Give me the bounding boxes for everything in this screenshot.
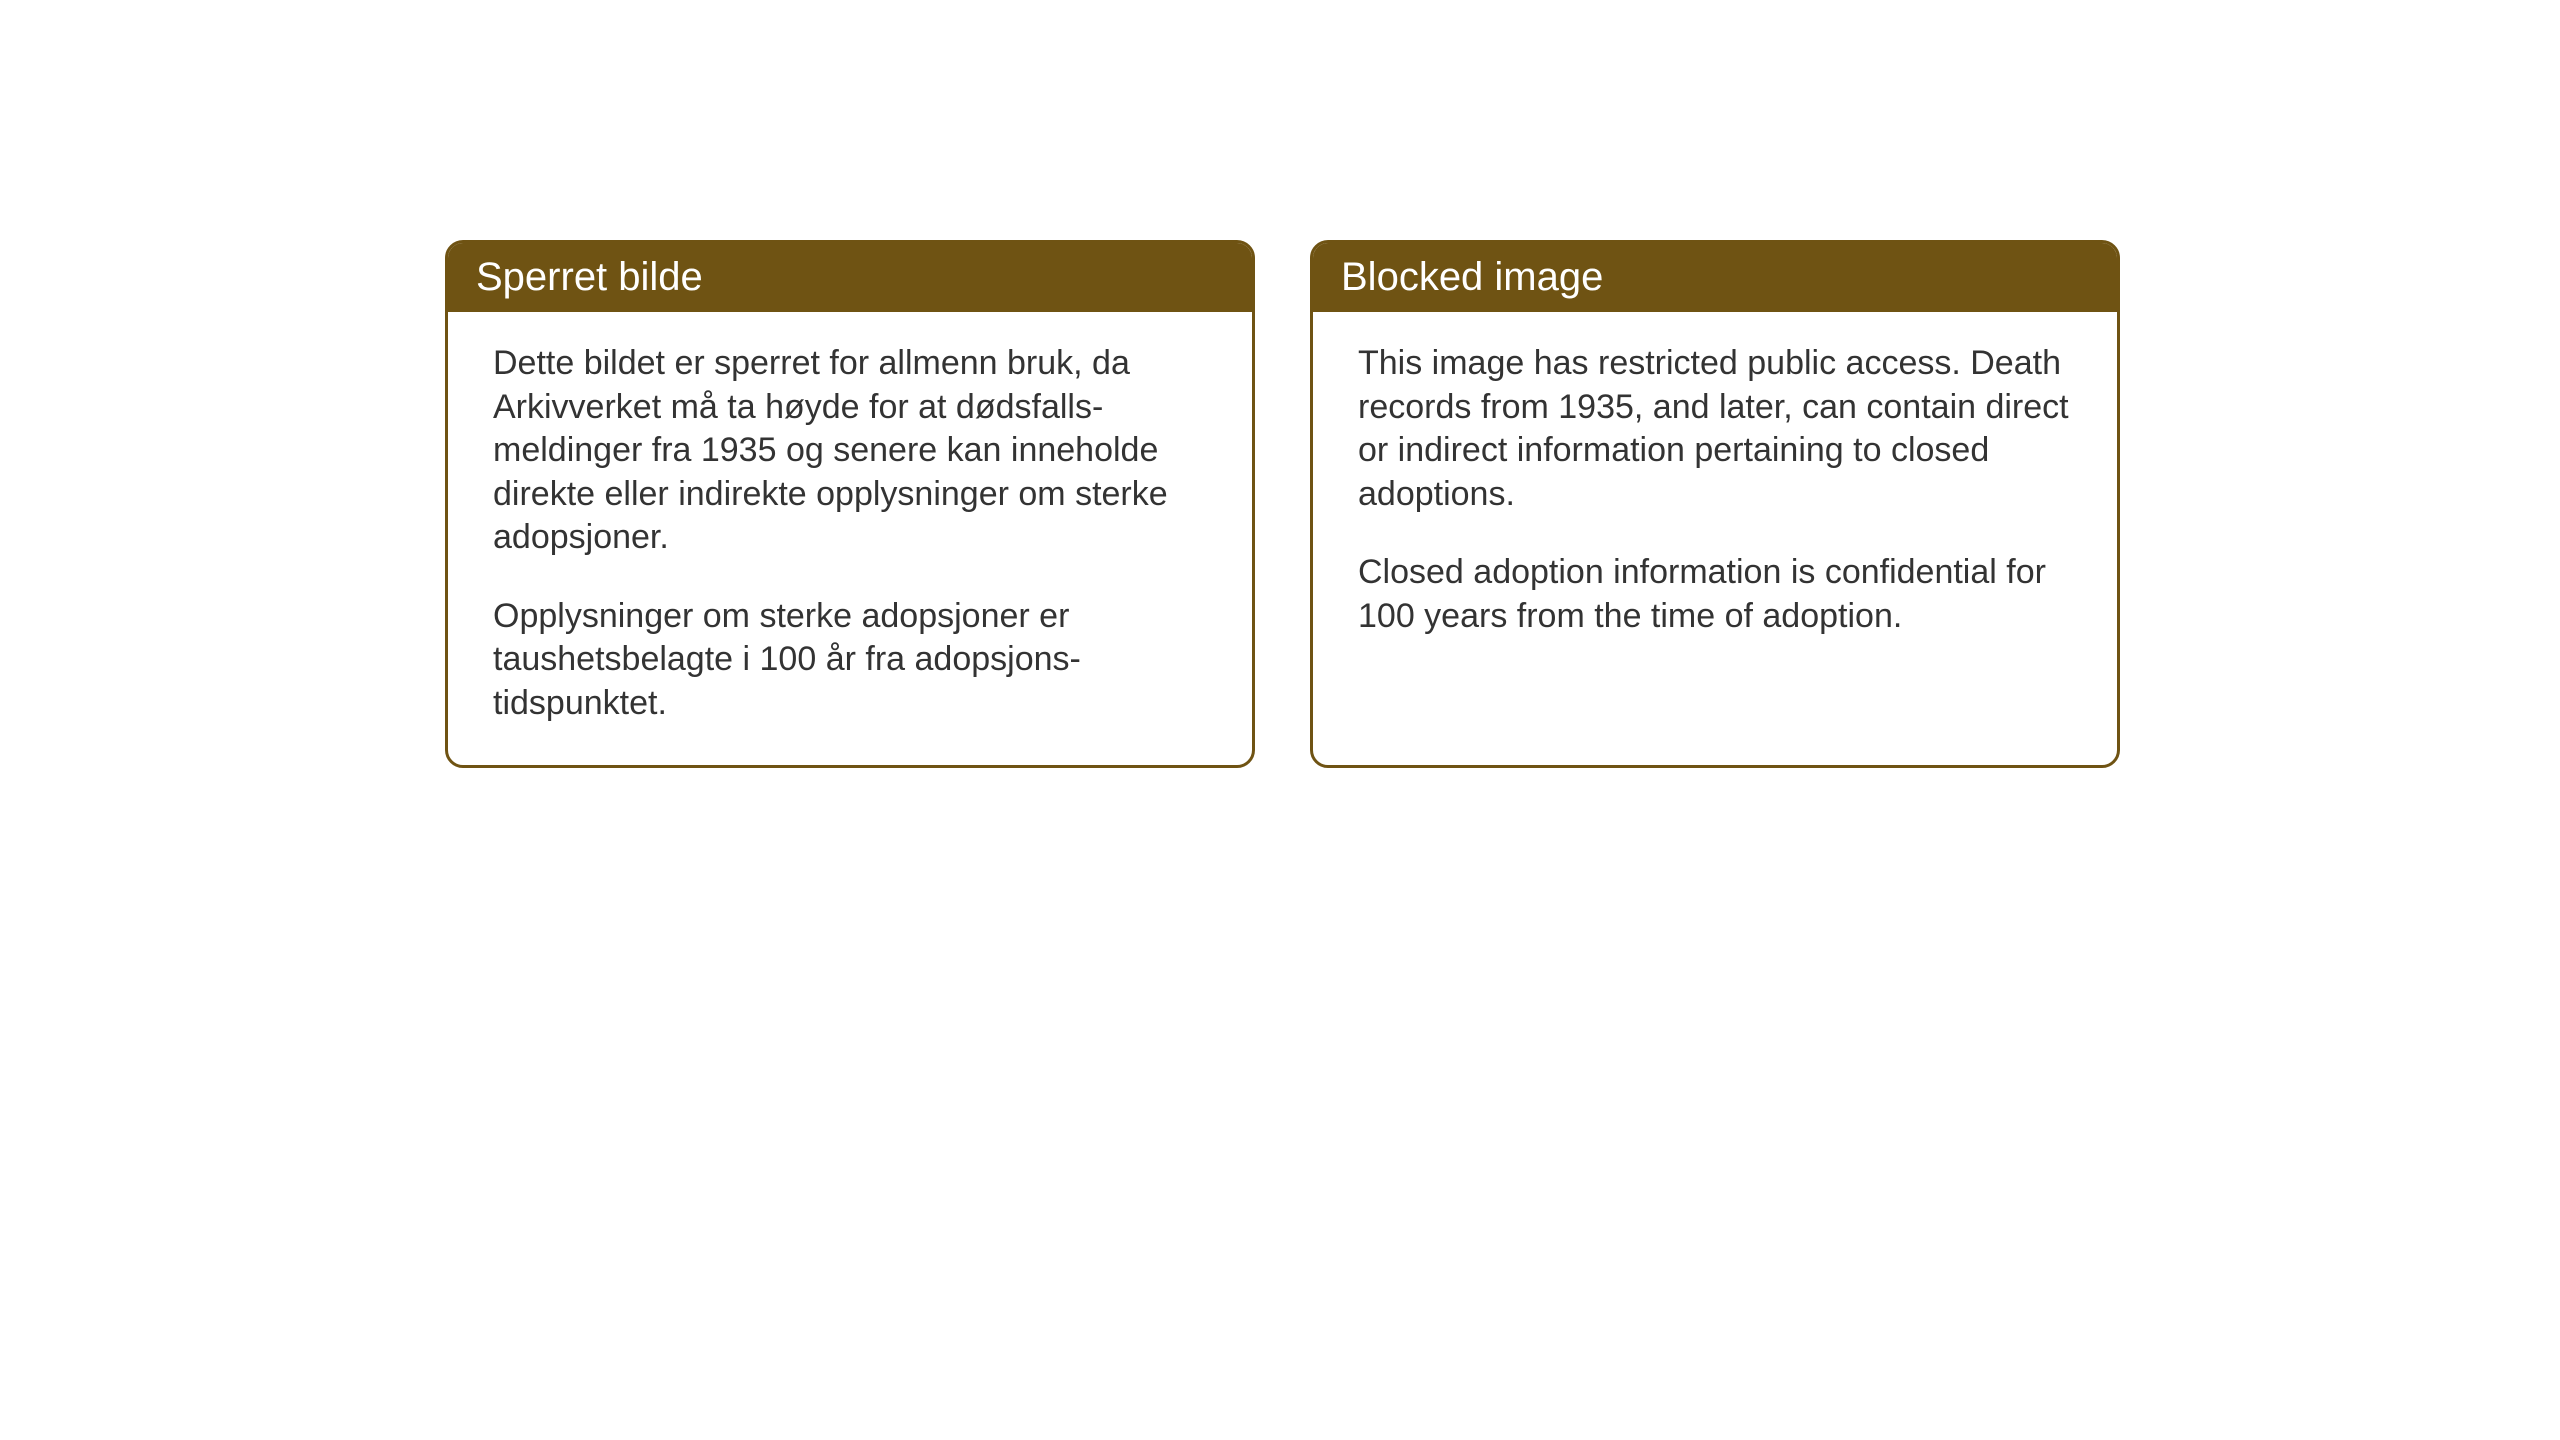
cards-container: Sperret bilde Dette bildet er sperret fo… (445, 240, 2120, 768)
card-paragraph-english-1: This image has restricted public access.… (1358, 342, 2072, 516)
card-body-english: This image has restricted public access.… (1313, 312, 2117, 678)
card-paragraph-norwegian-1: Dette bildet er sperret for allmenn bruk… (493, 342, 1207, 560)
card-header-english: Blocked image (1313, 243, 2117, 312)
card-paragraph-norwegian-2: Opplysninger om sterke adopsjoner er tau… (493, 595, 1207, 726)
card-body-norwegian: Dette bildet er sperret for allmenn bruk… (448, 312, 1252, 765)
card-title-norwegian: Sperret bilde (476, 255, 703, 299)
card-norwegian: Sperret bilde Dette bildet er sperret fo… (445, 240, 1255, 768)
card-header-norwegian: Sperret bilde (448, 243, 1252, 312)
card-english: Blocked image This image has restricted … (1310, 240, 2120, 768)
card-paragraph-english-2: Closed adoption information is confident… (1358, 551, 2072, 638)
card-title-english: Blocked image (1341, 255, 1603, 299)
